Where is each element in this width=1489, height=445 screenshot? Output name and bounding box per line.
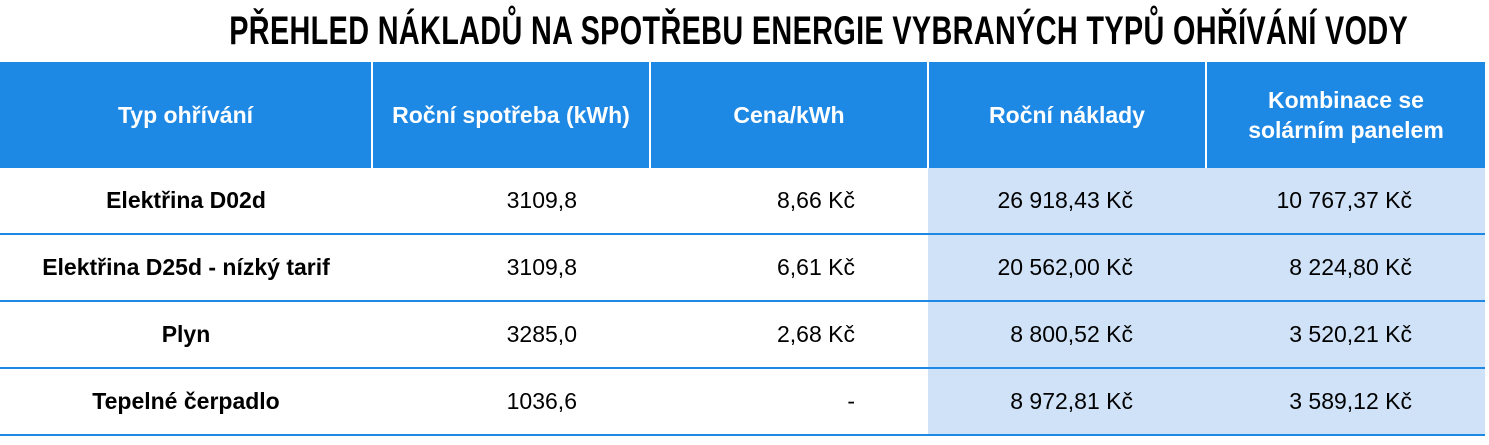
title-area: PŘEHLED NÁKLADŮ NA SPOTŘEBU ENERGIE VYBR… xyxy=(0,0,1489,62)
table-cell: 8,66 Kč xyxy=(650,168,928,235)
table-cell: 20 562,00 Kč xyxy=(928,234,1206,302)
table-cell: 8 224,80 Kč xyxy=(1206,234,1485,302)
table-row: Elektřina D25d - nízký tarif 3109,8 6,61 K… xyxy=(0,234,1485,302)
table-cell: 3 520,21 Kč xyxy=(1206,301,1485,369)
table-row: Elektřina D02d 3109,8 8,66 Kč 26 918,43 Kč 1… xyxy=(0,168,1485,235)
page-title: PŘEHLED NÁKLADŮ NA SPOTŘEBU ENERGIE VYBR… xyxy=(229,9,1409,53)
cost-table: Typ ohřívání Roční spotřeba (kWh) Cena/kWh… xyxy=(0,62,1485,436)
column-header: Roční spotřeba (kWh) xyxy=(371,62,650,168)
table-cell: Elektřina D25d - nízký tarif xyxy=(0,234,372,302)
table-cell: 3109,8 xyxy=(372,234,650,302)
table-cell: 26 918,43 Kč xyxy=(928,168,1206,235)
table-cell: 3 589,12 Kč xyxy=(1206,368,1485,436)
table-row: Tepelné čerpadlo 1036,6-8 972,81 Kč 3 589,… xyxy=(0,368,1485,436)
table-cell: 2,68 Kč xyxy=(650,301,928,369)
table-cell: 3109,8 xyxy=(372,168,650,235)
table-cell: 8 972,81 Kč xyxy=(928,368,1206,436)
column-header: Typ ohřívání xyxy=(0,62,372,168)
table-cell: 3285,0 xyxy=(372,301,650,369)
table-cell: - xyxy=(650,368,928,436)
table-cell: Tepelné čerpadlo xyxy=(0,368,372,436)
header-row: Typ ohřívání Roční spotřeba (kWh) Cena/kWh… xyxy=(0,62,1485,168)
table-cell: 10 767,37 Kč xyxy=(1206,168,1485,235)
table-cell: Elektřina D02d xyxy=(0,168,372,235)
table-cell: 1036,6 xyxy=(372,368,650,436)
table-cell: 6,61 Kč xyxy=(650,234,928,302)
column-header: Roční náklady xyxy=(927,62,1206,168)
table-row: Plyn 3285,0 2,68 Kč 8 800,52 Kč 3 520,21 Kč xyxy=(0,301,1485,369)
table-body: Elektřina D02d 3109,8 8,66 Kč 26 918,43 Kč 1… xyxy=(0,168,1485,436)
column-header: Cena/kWh xyxy=(649,62,928,168)
table-cell: Plyn xyxy=(0,301,372,369)
table-cell: 8 800,52 Kč xyxy=(928,301,1206,369)
column-header: Kombinace se solárním panelem xyxy=(1205,62,1485,168)
